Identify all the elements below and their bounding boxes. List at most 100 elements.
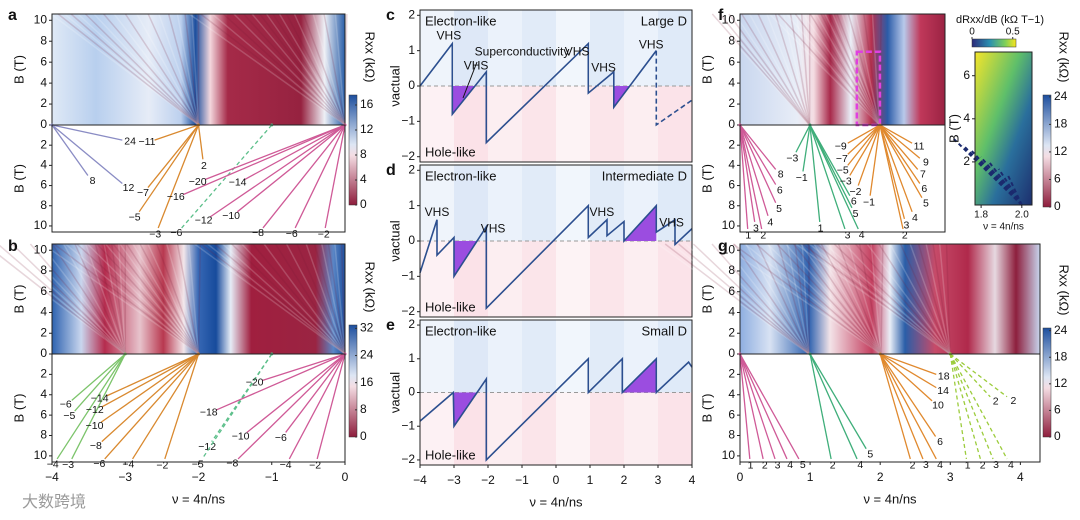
heatmap-streak: [64, 13, 199, 126]
fan-label: 10: [932, 399, 944, 411]
fan-line: [739, 353, 776, 460]
fan-line: [809, 124, 846, 230]
fan-label: 3: [845, 229, 851, 241]
heatmap-streak: [723, 13, 811, 126]
y-axis-label: B (T): [699, 394, 714, 423]
fan-label: −12: [195, 215, 213, 227]
x-tick-label: 2: [621, 473, 628, 487]
fan-label: 3: [775, 459, 781, 471]
heatmap-streak: [74, 243, 126, 355]
fan-label: 4: [767, 216, 773, 228]
annotation: VHS: [639, 38, 664, 52]
heatmap-streak: [917, 243, 951, 355]
heatmap-streak: [858, 243, 882, 355]
heatmap-streak: [84, 243, 126, 355]
fan-label: 5: [800, 459, 806, 471]
annotation: VHS: [659, 215, 684, 229]
heatmap-streak: [103, 13, 200, 126]
colorbar-tick-label: 18: [1054, 349, 1068, 363]
y-tick-label: −1: [401, 418, 415, 432]
colorbar-tick-label: 24: [1054, 323, 1068, 337]
fan-label: −1: [863, 196, 875, 208]
fan-label: 3: [753, 223, 759, 235]
heatmap-streak: [233, 13, 346, 126]
heatmap: [52, 14, 345, 125]
y-tick-label: 8: [40, 33, 47, 47]
hole-band: [556, 241, 590, 317]
heatmap-streak: [766, 243, 882, 355]
fan-label: 24: [124, 135, 136, 147]
heatmap-streak: [841, 13, 881, 126]
colorbar-tick-label: 0: [1054, 199, 1061, 213]
electron-band: [488, 320, 522, 393]
fan-label: 2: [830, 460, 836, 472]
y-axis-label: B (T): [11, 394, 26, 423]
heatmap-streak: [51, 243, 126, 355]
fan-label: −14: [229, 177, 247, 189]
heatmap-streak: [103, 243, 126, 355]
fan-label: 2: [201, 160, 207, 172]
y-tick-label: 0: [728, 117, 735, 131]
heatmap-streak: [111, 243, 126, 355]
hole-band: [624, 392, 658, 465]
heatmap-streak: [777, 243, 810, 355]
y-tick-label: 1: [408, 351, 415, 365]
heatmap-streak: [757, 13, 811, 126]
fan-line: [809, 124, 821, 222]
nu-line: [655, 50, 693, 127]
fan-line: [101, 353, 199, 443]
fan-label: −4: [122, 459, 134, 471]
hole-band: [590, 241, 624, 317]
colorbar: [1042, 327, 1052, 438]
fan-label: −1: [796, 172, 808, 184]
y-tick-label: 1: [408, 198, 415, 212]
heatmap-streak: [96, 243, 200, 355]
colorbar-tick-label: 12: [360, 122, 374, 136]
x-tick-label: 3: [655, 473, 662, 487]
x-tick-label: −2: [481, 473, 495, 487]
heatmap-streak: [200, 13, 346, 126]
heatmap-streak: [323, 13, 346, 126]
fan-line: [132, 353, 200, 460]
region-label: Hole-like: [425, 447, 476, 462]
fan-line: [809, 124, 859, 230]
fan-line: [739, 124, 777, 203]
heatmap-streak: [802, 243, 951, 355]
fan-label: −5: [63, 410, 75, 422]
fan-line: [879, 353, 924, 460]
hole-band: [590, 392, 624, 465]
x-tick-label: 0: [553, 473, 560, 487]
y-tick-label: 8: [40, 198, 47, 212]
heatmap-streak: [156, 243, 200, 355]
y-tick-label: 2: [408, 162, 415, 176]
y-tick-label: 6: [40, 178, 47, 192]
electron-band: [590, 10, 624, 86]
heatmap-streak: [782, 13, 811, 126]
fan-label: 14: [937, 385, 949, 397]
hole-band: [658, 241, 692, 317]
colorbar-tick-label: 24: [360, 348, 374, 362]
annotation: VHS: [425, 205, 450, 219]
heatmap-streak: [124, 13, 200, 126]
y-axis-label: νactual: [387, 372, 402, 413]
fan-label: −4: [47, 459, 59, 471]
heatmap-streak: [321, 243, 346, 355]
fan-line: [739, 353, 764, 460]
fan-line: [215, 353, 346, 411]
y-tick-label: 8: [728, 428, 735, 442]
electron-band: [556, 165, 590, 241]
fan-label: 5: [776, 203, 782, 215]
heatmap-streak: [808, 243, 951, 355]
heatmap-streak: [866, 243, 951, 355]
heatmap-streak: [11, 243, 126, 355]
heatmap-streak: [741, 13, 811, 126]
fan-line: [71, 353, 126, 460]
heatmap-streak: [889, 243, 951, 355]
y-tick-label: 10: [34, 12, 48, 26]
heatmap-streak: [302, 13, 346, 126]
fan-line: [879, 353, 937, 375]
fan-label: 4: [859, 229, 865, 241]
fan-line: [809, 353, 832, 460]
heatmap-streak: [119, 243, 200, 355]
